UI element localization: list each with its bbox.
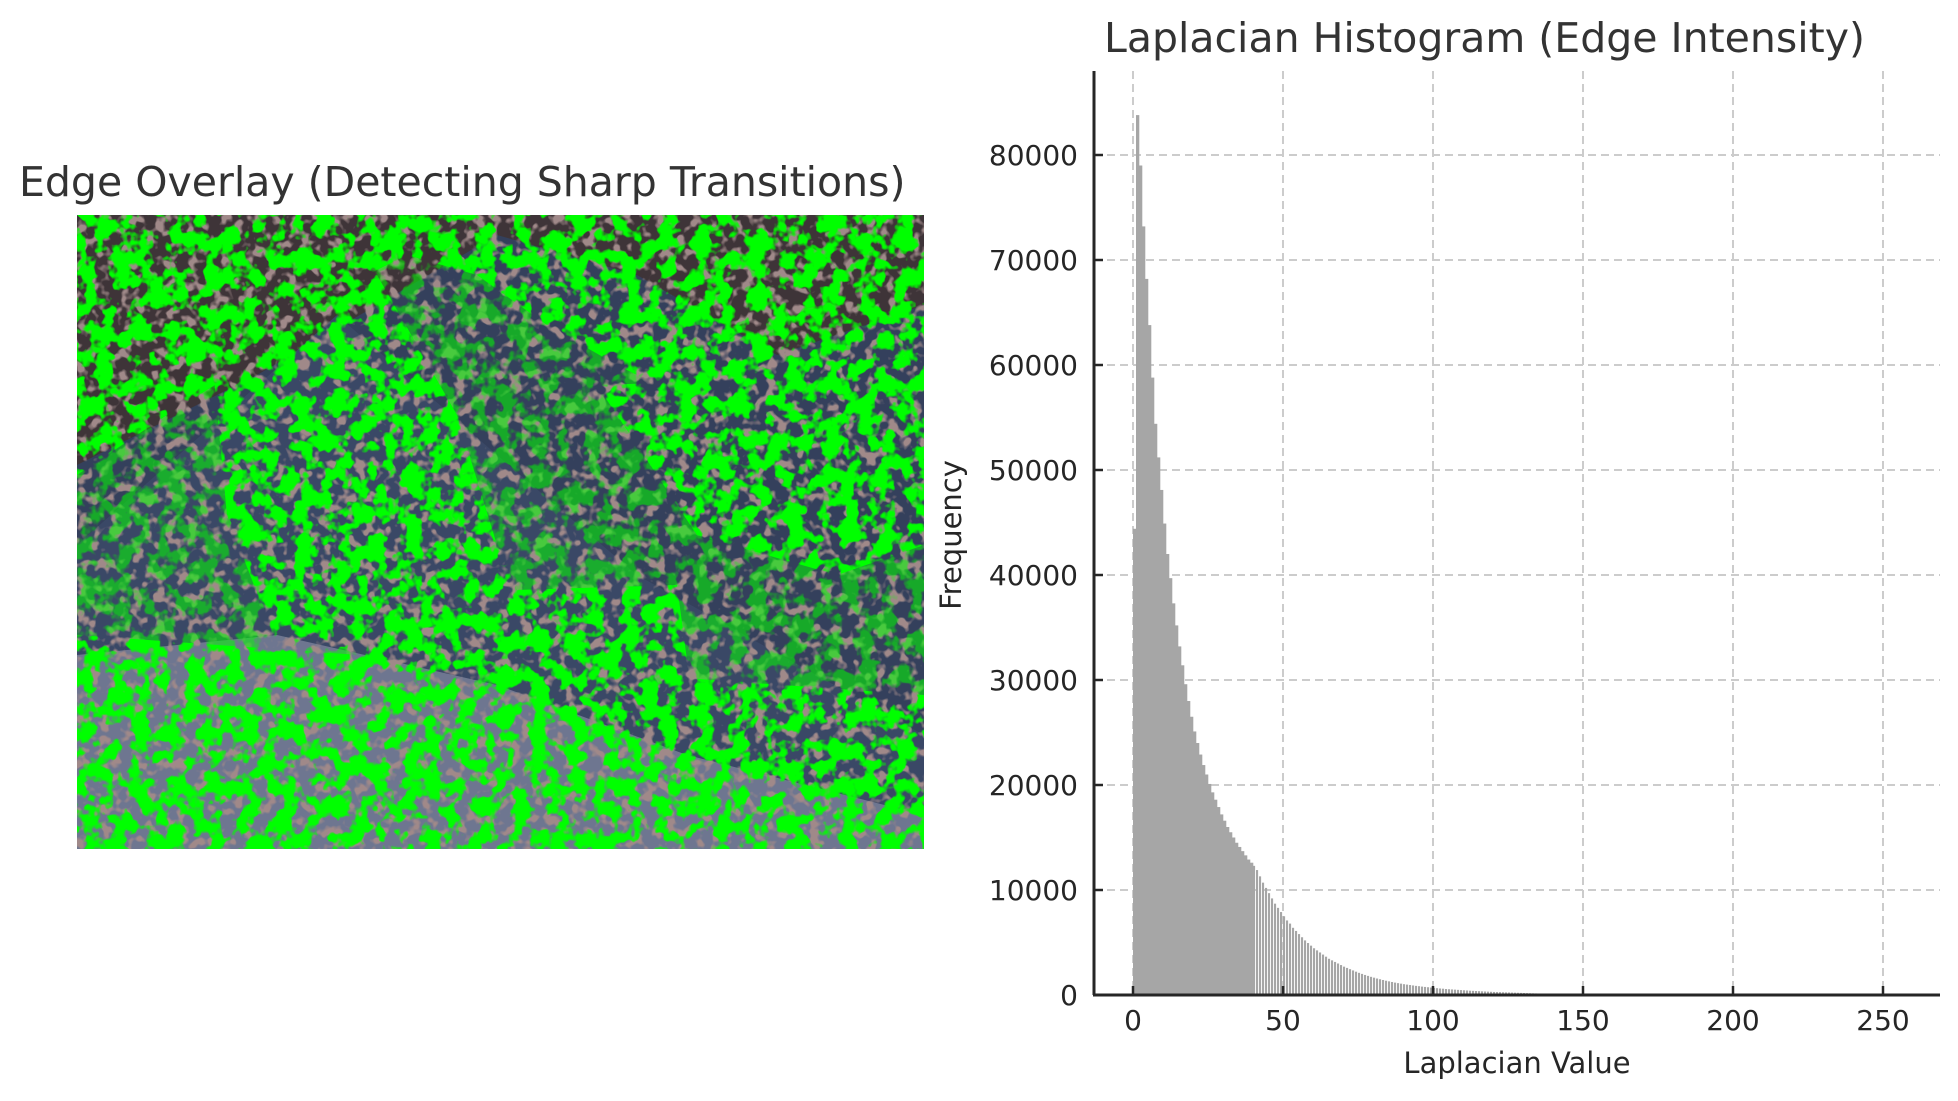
y-axis-label: Frequency (934, 460, 968, 610)
histogram-bars (1133, 115, 1583, 996)
y-tick-label: 10000 (989, 874, 1078, 907)
x-axis-label: Laplacian Value (1403, 1046, 1630, 1080)
y-tick-label: 40000 (989, 559, 1078, 592)
left-panel-title: Edge Overlay (Detecting Sharp Transition… (19, 158, 906, 206)
y-tick-label: 70000 (989, 244, 1078, 277)
x-tick-label: 50 (1265, 1004, 1301, 1037)
y-tick-label: 0 (1060, 979, 1078, 1012)
y-tick-label: 80000 (989, 139, 1078, 172)
axis-spines (1092, 71, 1940, 997)
y-tick-label: 50000 (989, 454, 1078, 487)
x-tick-label: 0 (1124, 1004, 1142, 1037)
x-tick-label: 100 (1406, 1004, 1459, 1037)
y-tick-label: 20000 (989, 769, 1078, 802)
x-tick-label: 200 (1706, 1004, 1759, 1037)
histogram-title: Laplacian Histogram (Edge Intensity) (1104, 14, 1865, 62)
y-tick-label: 30000 (989, 664, 1078, 697)
terrain-edge-overlay-icon (77, 215, 924, 849)
y-tick-label: 60000 (989, 349, 1078, 382)
axis-ticks: 0 50 100 150 200 250 0 10000 20000 30000 40000 5000… (989, 139, 1910, 1037)
edge-overlay-image (77, 215, 924, 849)
x-tick-label: 150 (1556, 1004, 1609, 1037)
x-tick-label: 250 (1856, 1004, 1909, 1037)
